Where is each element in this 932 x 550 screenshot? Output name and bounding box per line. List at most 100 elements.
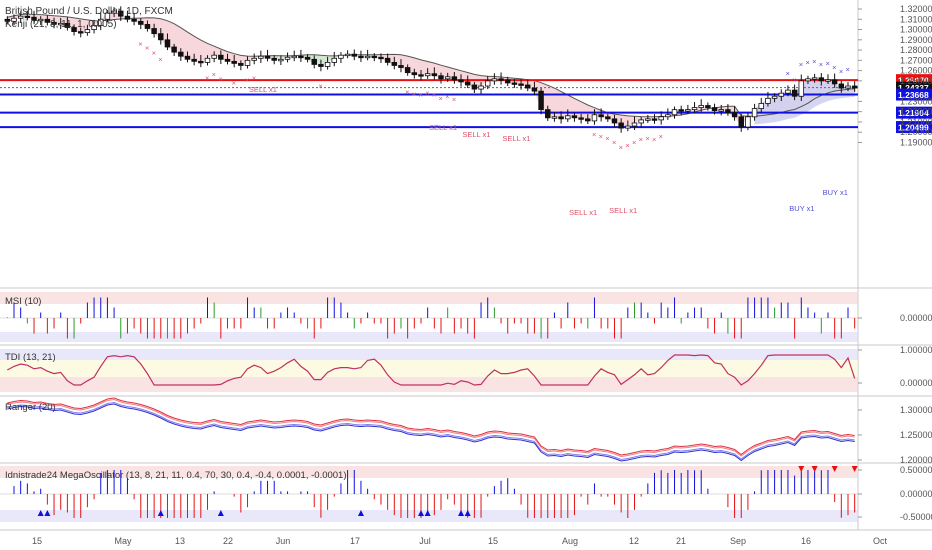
sell-marker: × <box>445 92 449 101</box>
mega-sell-arrow <box>811 466 818 472</box>
candle <box>84 29 91 34</box>
candle <box>818 77 825 82</box>
y-tick-label: 1.20000 <box>900 127 932 137</box>
x-axis-label: Aug <box>562 536 578 546</box>
candle <box>291 55 297 59</box>
candle <box>44 18 51 23</box>
sell-signal-label: SELL x1 <box>609 206 637 215</box>
buy-signal-label: BUY x1 <box>789 204 814 213</box>
candle <box>158 33 164 41</box>
candle <box>484 80 491 87</box>
candle <box>198 60 204 64</box>
candle <box>671 109 678 116</box>
buy-marker: × <box>792 75 796 84</box>
candle <box>104 12 111 20</box>
candle <box>218 54 224 60</box>
candle <box>178 51 184 57</box>
candle <box>464 81 471 86</box>
x-axis-label: Jul <box>419 536 431 546</box>
candle <box>785 89 791 94</box>
x-axis-label: 15 <box>32 536 42 546</box>
candle <box>244 59 251 66</box>
sell-marker: × <box>405 88 409 97</box>
candle <box>164 39 171 48</box>
candle <box>765 97 771 104</box>
x-axis-label: 16 <box>801 536 811 546</box>
candle <box>751 108 758 118</box>
buy-marker: × <box>832 63 836 72</box>
candle <box>625 125 631 129</box>
tdi-pane-title: TDI (13, 21) <box>5 352 56 363</box>
candle <box>264 55 271 59</box>
sell-marker: × <box>452 95 456 104</box>
candle <box>451 76 458 81</box>
mega-tick-label: 0.50000 <box>900 465 932 475</box>
sell-marker: × <box>245 75 249 84</box>
candle <box>31 16 37 21</box>
candle <box>585 118 591 122</box>
buy-marker: × <box>805 58 809 67</box>
kenji-cloud <box>7 11 855 129</box>
sell-marker: × <box>425 89 429 98</box>
sell-marker: × <box>145 44 149 53</box>
y-tick-label: 1.32000 <box>900 4 932 14</box>
candle <box>711 107 718 112</box>
candle <box>478 85 484 90</box>
candle <box>798 80 805 97</box>
candle <box>558 116 564 120</box>
x-axis-label: 12 <box>629 536 639 546</box>
mega-buy-arrow <box>217 510 224 516</box>
price-tag <box>896 121 932 134</box>
sell-signal-label: SELL x1 <box>569 208 597 217</box>
candle <box>838 83 845 89</box>
mega-buy-arrow <box>44 510 51 516</box>
candle <box>424 73 431 77</box>
candle <box>565 115 571 120</box>
candle <box>545 109 551 119</box>
price-tag-text: 1.24337 <box>898 83 929 93</box>
candle <box>471 84 478 90</box>
candle <box>318 64 324 67</box>
candle <box>278 58 284 62</box>
y-tick-label: 1.29000 <box>900 35 932 45</box>
candle <box>271 57 277 61</box>
mega-buy-arrow <box>357 510 364 516</box>
candle <box>404 67 411 74</box>
candle <box>111 10 117 14</box>
mega-buy-arrow <box>458 510 465 516</box>
candle <box>131 18 137 22</box>
candle <box>725 109 731 114</box>
candle <box>371 55 378 59</box>
candle <box>665 114 671 118</box>
buy-marker: × <box>799 60 803 69</box>
candle <box>845 85 851 89</box>
sell-marker: × <box>645 134 649 143</box>
candle <box>511 82 518 85</box>
candle <box>17 15 24 19</box>
tdi-tick-label: 1.00000 <box>900 345 932 355</box>
x-axis-label: Sep <box>730 536 746 546</box>
msi-lower-band <box>0 332 858 342</box>
msi-upper-band <box>0 292 858 304</box>
candle <box>324 61 331 67</box>
candle <box>831 79 838 85</box>
candle <box>811 77 818 80</box>
buy-marker: × <box>812 57 816 66</box>
buy-marker: × <box>785 69 789 78</box>
sell-marker: × <box>205 73 209 82</box>
candle <box>551 116 558 119</box>
candle <box>311 58 317 65</box>
x-axis-label: 21 <box>676 536 686 546</box>
candle <box>791 89 798 97</box>
candle <box>491 78 498 82</box>
sell-signal-label: SELL x1 <box>462 130 490 139</box>
y-tick-label: 1.30000 <box>900 25 932 35</box>
candle <box>518 83 524 86</box>
price-tag-text: 1.23668 <box>898 90 929 100</box>
candle <box>37 18 44 22</box>
candle <box>91 25 97 30</box>
msi-tick-label: 0.00000 <box>900 313 932 323</box>
candle <box>351 53 358 57</box>
indicator-title: Kenji (21, 8, 11, 1, 0.005) <box>5 19 117 30</box>
